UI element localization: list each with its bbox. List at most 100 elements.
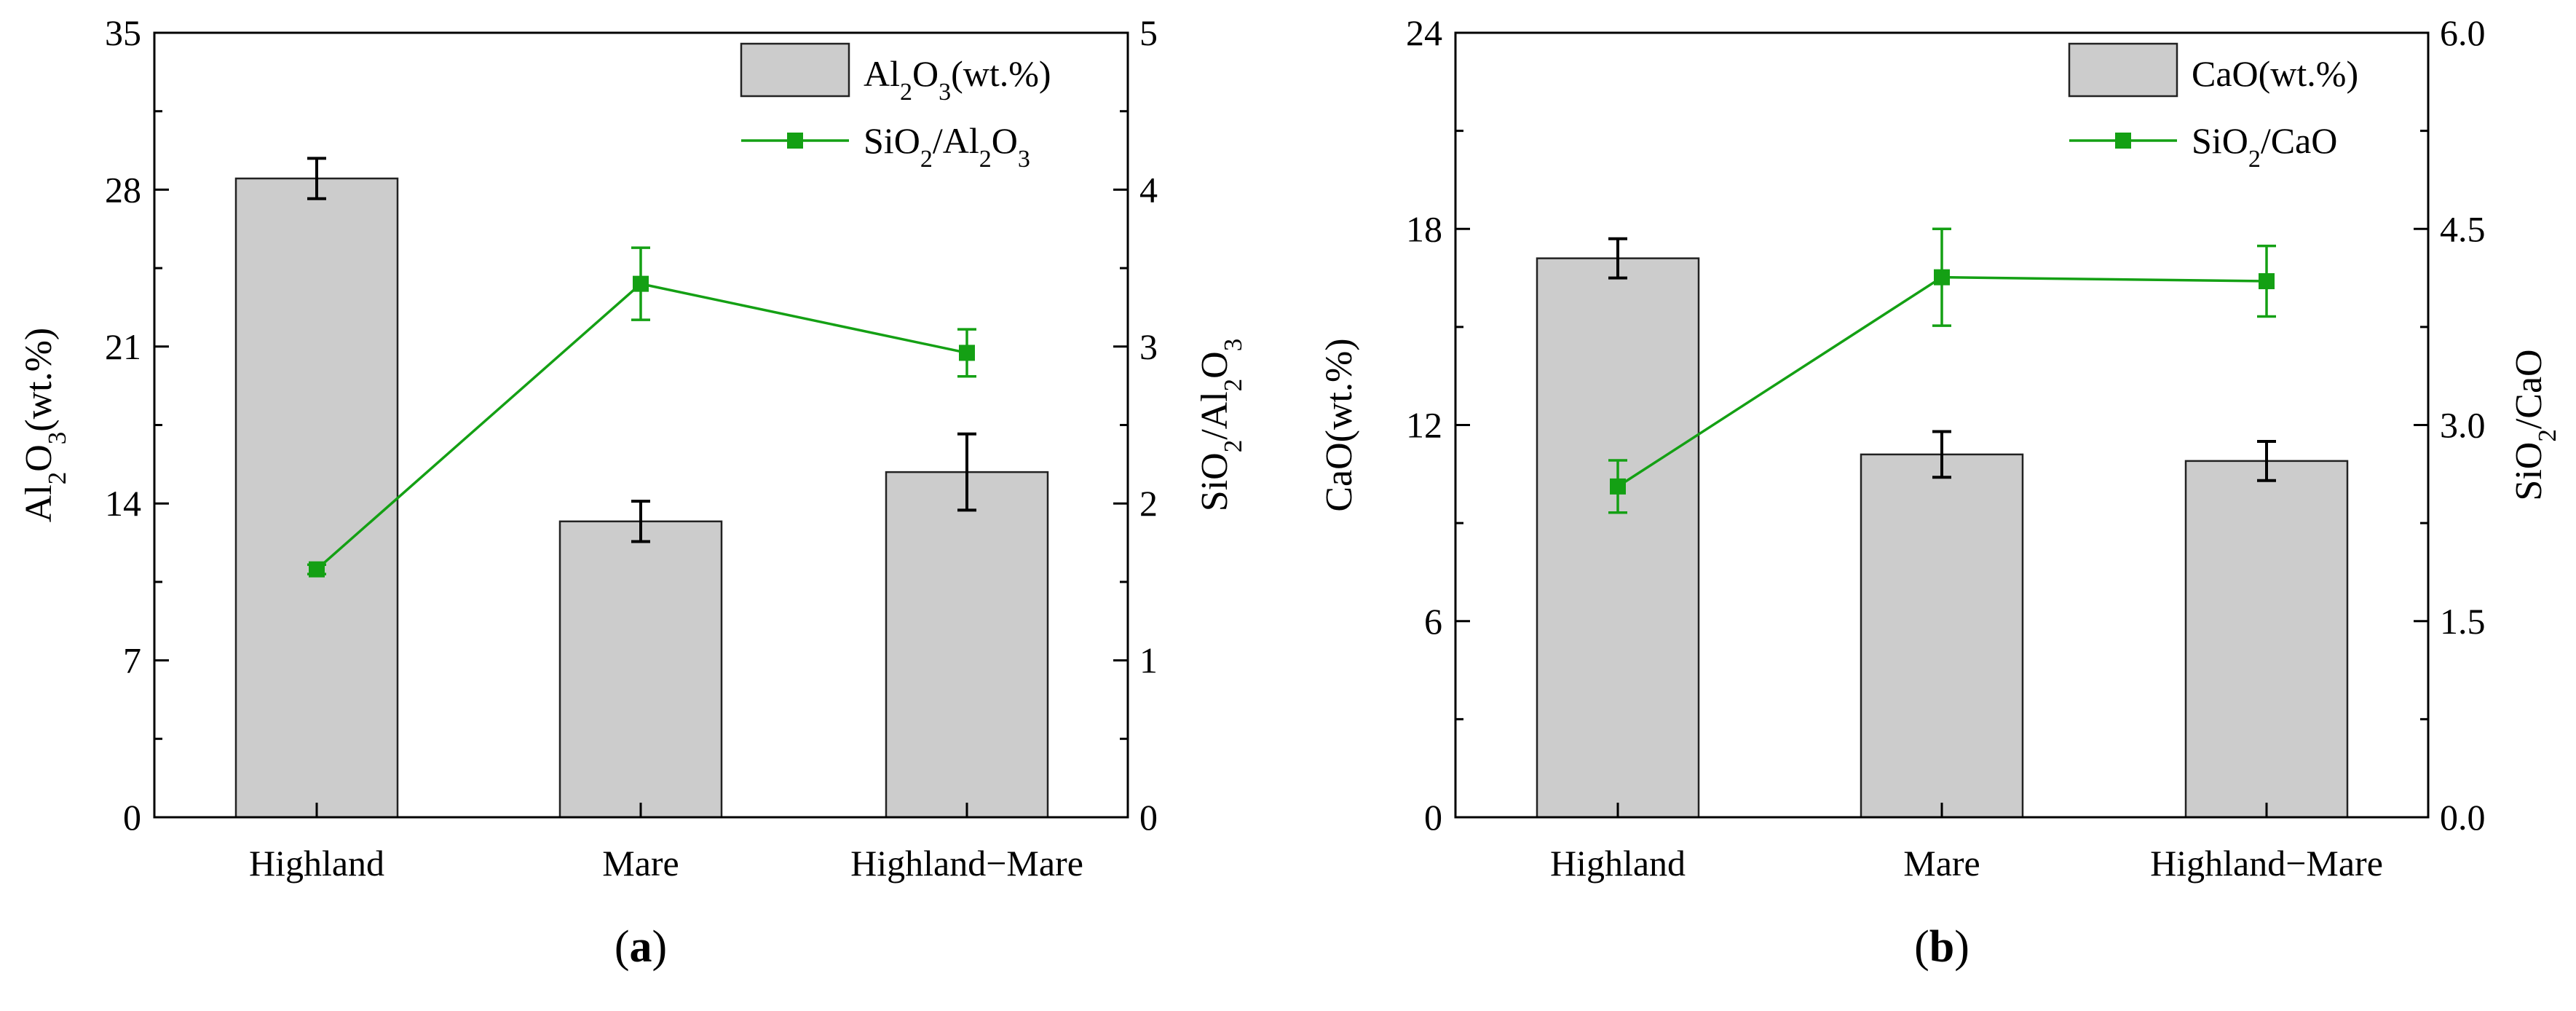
line-marker-3 [959,345,975,361]
bar-2 [558,520,723,819]
line-marker-3 [2259,273,2275,290]
left-tick-label: 12 [1406,405,1442,446]
subscript: 2 [1219,440,1247,453]
text-run: Al [864,53,900,94]
subscript: 2 [43,472,71,485]
x-category-label: Highland−Mare [850,843,1083,884]
right-tick-label: 0 [1139,797,1158,838]
bar-error-bar-3 [2257,439,2276,482]
left-tick-label: 24 [1406,12,1442,53]
subscript: 3 [1219,339,1247,352]
text-run: /Al [1194,391,1236,439]
right-axis-title: SiO2/CaO [2508,349,2561,500]
line-marker-1 [1610,478,1626,495]
subscript: 2 [979,146,992,173]
text-run: CaO(wt.%) [1319,338,1360,511]
x-category-label: Highland [249,843,384,884]
chart-panel-b: 0 6 12 18 24 0.0 1.5 3.0 4.5 6.0 Highland Mare Highl… [1319,12,2561,972]
legend: Al2O3(wt.%)SiO2/Al2O3 [740,42,1051,173]
x-category-label: Highland−Mare [2150,843,2383,884]
text-run: Al [18,484,60,522]
text-run: SiO [864,120,920,161]
left-tick-label: 18 [1406,208,1442,249]
bar-error-bar-2 [631,500,650,543]
legend-bar-swatch [2068,42,2178,98]
bar-1 [234,177,399,819]
text-run: (wt.%) [18,328,60,432]
right-tick-label: 4 [1139,169,1158,210]
line-marker-2 [633,275,649,292]
line-marker-2 [1934,269,1950,286]
bar-3 [885,471,1049,819]
right-tick-label: 6.0 [2440,12,2486,53]
text-run: CaO(wt.%) [2192,53,2358,94]
legend-bar-label: Al2O3(wt.%) [864,53,1051,106]
legend: CaO(wt.%) SiO2/CaO [2068,42,2358,173]
panel-label-close: ) [652,922,668,972]
text-run: O [912,53,939,94]
legend-line-marker [787,133,803,149]
text-run: O [992,120,1018,161]
line-marker-1 [309,561,325,578]
right-tick-label: 5 [1139,12,1158,53]
left-tick-label: 35 [105,12,141,53]
subscript: 3 [939,79,951,106]
legend-line-label: SiO2/CaO [2192,120,2337,173]
text-run: SiO [2192,120,2248,161]
bar-error-bar-1 [1608,237,1627,280]
left-axis-title: CaO(wt.%) [1319,338,1360,511]
left-tick-label: 21 [105,326,141,367]
right-tick-label: 3.0 [2440,405,2486,446]
panel-label-close: ) [1954,922,1969,972]
text-run: SiO [2508,442,2550,501]
x-category-label: Mare [1903,843,1980,884]
subscript: 2 [2248,146,2261,173]
legend-line-marker [2115,133,2131,149]
left-tick-label: 7 [123,640,141,681]
right-tick-label: 4.5 [2440,208,2486,249]
bar-2 [1860,453,2024,819]
panel-label: (a) [615,922,667,972]
panel-label-letter: b [1929,922,1954,972]
legend-bar-swatch [740,42,850,98]
x-category-label: Highland [1550,843,1686,884]
left-axis-title: Al2O3(wt.%) [18,328,71,523]
subscript: 2 [1219,379,1247,392]
left-tick-label: 6 [1424,601,1442,642]
text-run: /Al [933,120,979,161]
left-tick-label: 0 [1424,797,1442,838]
right-tick-label: 0.0 [2440,797,2486,838]
panel-label-open: ( [1914,922,1929,972]
x-category-label: Mare [602,843,679,884]
subscript: 2 [900,79,912,106]
right-tick-label: 1 [1139,640,1158,681]
panel-label-letter: a [630,922,652,972]
text-run: O [18,444,60,472]
bar-1 [1536,257,1700,819]
text-run: /CaO [2261,120,2338,161]
text-run: SiO [1194,452,1236,511]
right-tick-label: 3 [1139,326,1158,367]
text-run: (wt.%) [951,53,1051,94]
bar-3 [2184,460,2349,819]
right-tick-label: 1.5 [2440,601,2486,642]
subscript: 3 [43,432,71,445]
left-tick-label: 28 [105,169,141,210]
text-run: /CaO [2508,349,2550,429]
subscript: 3 [1018,146,1030,173]
left-tick-label: 14 [105,483,141,524]
text-run: O [1194,351,1236,379]
bar-error-bar-3 [957,432,976,512]
panel-label: (b) [1914,922,1969,972]
bar-error-bar-1 [307,157,326,200]
legend-bar-label: CaO(wt.%) [2192,53,2358,94]
bar-error-bar-2 [1932,430,1951,479]
right-axis-title: SiO2/Al2O3 [1194,339,1247,511]
right-tick-label: 2 [1139,483,1158,524]
legend-line-label: SiO2/Al2O3 [864,120,1030,173]
subscript: 2 [920,146,933,173]
left-tick-label: 0 [123,797,141,838]
